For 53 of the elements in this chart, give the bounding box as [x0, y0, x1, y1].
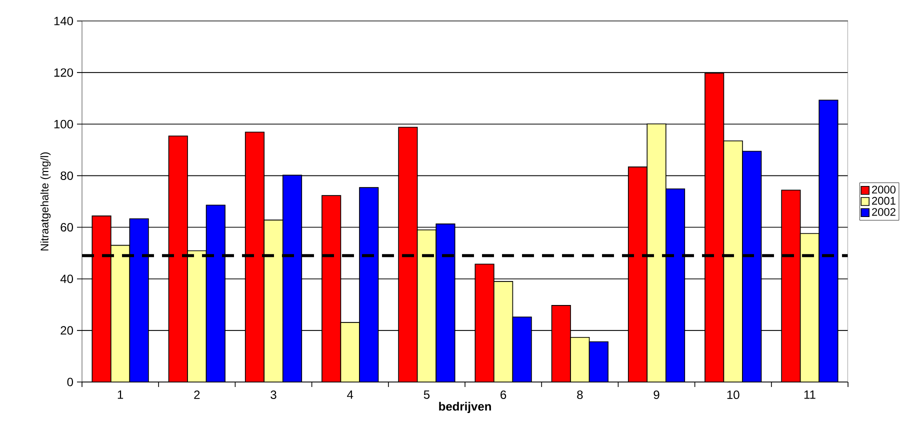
bar: [436, 224, 456, 382]
y-tick-label: 120: [54, 68, 74, 77]
y-tick-label: 140: [54, 16, 74, 26]
bar: [588, 341, 608, 382]
x-tick-label: 10: [727, 390, 740, 400]
bar: [781, 190, 801, 382]
x-tick-label: 3: [270, 390, 276, 400]
y-tick-label: 20: [60, 326, 74, 335]
y-tick-label: 0: [67, 378, 74, 386]
bar: [322, 195, 342, 382]
x-tick-label: 5: [424, 390, 430, 399]
bar: [800, 233, 820, 382]
bar: [742, 150, 762, 382]
x-tick-label: 2: [194, 390, 200, 399]
y-tick-label: 60: [60, 223, 74, 232]
legend-label: 2001: [872, 196, 896, 205]
bar: [416, 229, 436, 382]
bar: [570, 336, 590, 382]
x-axis-title: bedrijven: [439, 402, 491, 414]
x-tick-label: 6: [500, 390, 506, 400]
bar: [168, 136, 188, 382]
y-tick-label: 100: [54, 120, 74, 128]
legend-label: 2002: [872, 208, 896, 216]
bar: [206, 204, 226, 382]
x-tick-label: 1: [118, 390, 124, 399]
x-tick-label: 11: [804, 390, 816, 399]
bar: [665, 188, 686, 382]
bar: [628, 166, 648, 382]
bar: [92, 216, 112, 382]
bar: [704, 72, 724, 382]
y-tick-label: 40: [60, 274, 74, 284]
bar: [340, 322, 360, 382]
bar: [551, 305, 571, 382]
bar: [646, 123, 666, 382]
bar: [723, 140, 743, 382]
x-tick-label: 8: [577, 390, 583, 400]
bar: [512, 316, 532, 382]
bar: [494, 281, 514, 382]
y-tick-label: 80: [60, 171, 74, 180]
legend-label: 2000: [872, 186, 896, 194]
bar: [244, 132, 265, 382]
bar: [818, 100, 838, 382]
bar: [129, 218, 149, 382]
y-axis-title: Nitraatgehalte (mg/l): [40, 152, 51, 250]
bar: [187, 250, 207, 382]
x-tick-label: 9: [654, 390, 660, 400]
bar: [474, 264, 494, 382]
x-tick-label: 4: [347, 390, 354, 399]
bar: [359, 187, 379, 382]
bar: [264, 220, 284, 382]
bar: [110, 244, 130, 382]
bar: [282, 174, 302, 382]
bar: [398, 126, 418, 382]
